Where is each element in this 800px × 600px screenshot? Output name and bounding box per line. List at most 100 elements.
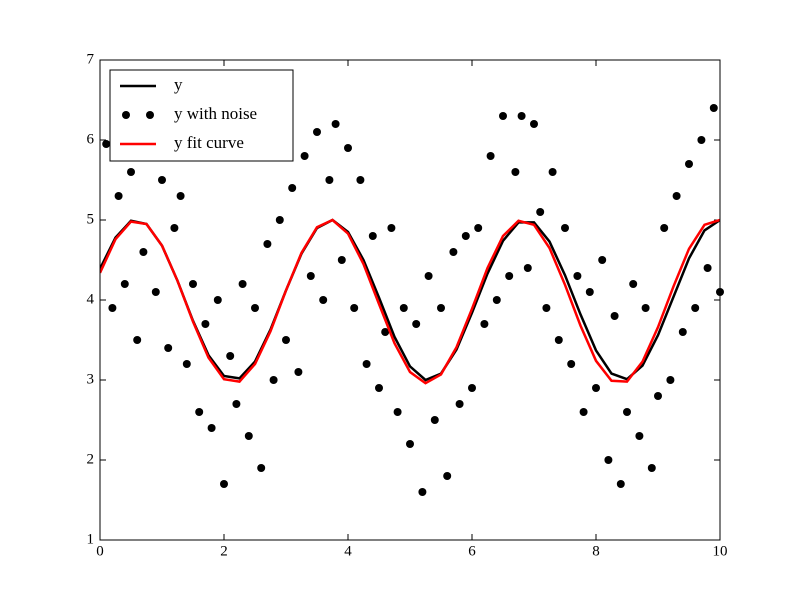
data-point xyxy=(294,368,303,376)
data-point xyxy=(213,296,222,304)
data-point xyxy=(709,104,718,112)
data-point xyxy=(375,384,383,392)
y-tick-label: 2 xyxy=(87,451,95,467)
data-point xyxy=(666,376,675,384)
data-point xyxy=(616,480,625,488)
y-tick-label: 6 xyxy=(87,131,95,147)
data-point xyxy=(629,280,638,288)
data-point xyxy=(269,376,278,384)
data-point xyxy=(189,280,197,288)
data-point xyxy=(176,192,185,200)
data-point xyxy=(127,168,135,176)
data-point xyxy=(567,360,576,368)
data-point xyxy=(685,160,693,168)
data-point xyxy=(548,168,557,176)
data-point xyxy=(201,320,210,328)
data-point xyxy=(368,232,377,240)
y-tick-label: 3 xyxy=(87,371,95,387)
legend-label: y xyxy=(174,75,183,94)
data-point xyxy=(474,224,483,232)
y-tick-label: 4 xyxy=(87,291,95,307)
data-point xyxy=(437,304,445,312)
data-point xyxy=(579,408,588,416)
data-point xyxy=(492,296,501,304)
data-point xyxy=(672,192,681,200)
data-point xyxy=(468,384,476,392)
data-point xyxy=(120,280,129,288)
data-point xyxy=(635,432,644,440)
data-point xyxy=(399,304,408,312)
data-point xyxy=(257,464,266,472)
data-point xyxy=(102,140,111,148)
data-point xyxy=(232,400,241,408)
data-point xyxy=(623,408,631,416)
data-point xyxy=(133,336,142,344)
data-point xyxy=(151,288,160,296)
data-point xyxy=(331,120,340,128)
data-point xyxy=(356,176,365,184)
data-point xyxy=(251,304,259,312)
data-point xyxy=(542,304,551,312)
data-point xyxy=(604,456,613,464)
data-point xyxy=(244,432,253,440)
legend-marker xyxy=(122,111,130,119)
data-point xyxy=(288,184,297,192)
data-point xyxy=(660,224,669,232)
data-point xyxy=(517,112,526,120)
data-point xyxy=(455,400,464,408)
data-point xyxy=(263,240,272,248)
legend-label: y with noise xyxy=(174,104,257,123)
data-point xyxy=(164,344,173,352)
data-point xyxy=(393,408,402,416)
data-point xyxy=(350,304,359,312)
data-point xyxy=(226,352,235,360)
data-point xyxy=(598,256,607,264)
data-point xyxy=(654,392,662,400)
data-point xyxy=(313,128,321,136)
data-point xyxy=(678,328,687,336)
x-tick-label: 0 xyxy=(96,543,104,559)
data-point xyxy=(418,488,427,496)
data-point xyxy=(114,192,123,200)
data-point xyxy=(691,304,700,312)
legend-marker xyxy=(146,111,154,119)
x-tick-label: 4 xyxy=(344,543,352,559)
data-point xyxy=(170,224,179,232)
data-point xyxy=(319,296,328,304)
y-tick-label: 5 xyxy=(87,211,95,227)
data-point xyxy=(344,144,352,152)
y-tick-label: 1 xyxy=(87,531,95,547)
data-point xyxy=(641,304,650,312)
data-point xyxy=(530,120,538,128)
data-point xyxy=(523,264,532,272)
x-tick-label: 6 xyxy=(468,543,476,559)
x-tick-label: 2 xyxy=(220,543,228,559)
data-point xyxy=(337,256,346,264)
data-point xyxy=(306,272,315,280)
data-point xyxy=(573,272,582,280)
data-point xyxy=(486,152,495,160)
x-tick-label: 8 xyxy=(592,543,600,559)
y-tick-label: 7 xyxy=(87,51,95,67)
data-point xyxy=(238,280,247,288)
data-point xyxy=(430,416,439,424)
data-point xyxy=(647,464,656,472)
data-point xyxy=(207,424,216,432)
data-point xyxy=(697,136,706,144)
data-point xyxy=(275,216,284,224)
data-point xyxy=(592,384,600,392)
data-point xyxy=(362,360,371,368)
data-point xyxy=(511,168,520,176)
data-point xyxy=(499,112,507,120)
data-point xyxy=(325,176,334,184)
data-point xyxy=(220,480,228,488)
data-point xyxy=(412,320,421,328)
data-point xyxy=(554,336,563,344)
legend-label: y fit curve xyxy=(174,133,244,152)
data-point xyxy=(381,328,390,336)
data-point xyxy=(108,304,117,312)
data-point xyxy=(561,224,569,232)
data-point xyxy=(703,264,712,272)
data-point xyxy=(443,472,452,480)
